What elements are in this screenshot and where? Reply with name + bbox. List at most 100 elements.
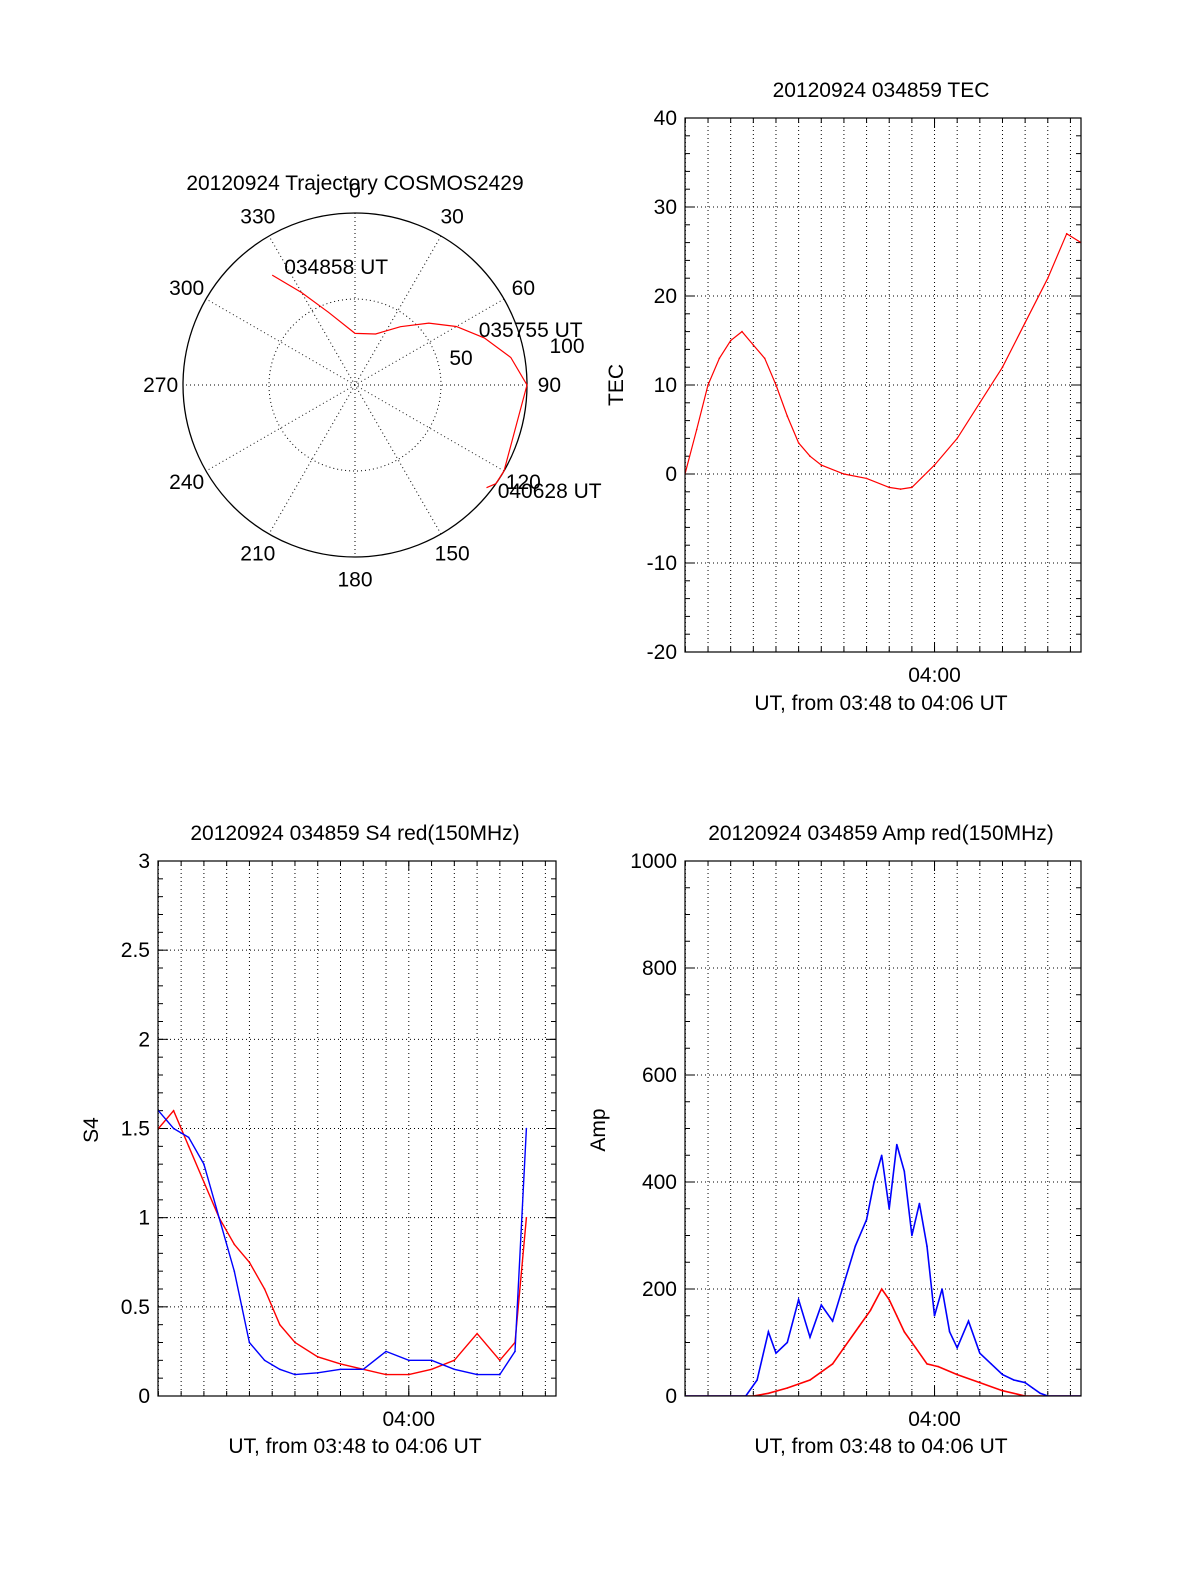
y-tick-label: 10 bbox=[654, 374, 677, 397]
data-point bbox=[820, 1304, 823, 1306]
data-point bbox=[786, 1387, 789, 1389]
data-point bbox=[990, 1363, 992, 1365]
data-point bbox=[525, 1216, 528, 1219]
data-point bbox=[899, 488, 902, 490]
polar-angle-label: 90 bbox=[538, 374, 561, 397]
polar-radius-label: 50 bbox=[449, 347, 472, 370]
data-point bbox=[869, 1309, 872, 1312]
data-point bbox=[865, 477, 868, 480]
data-point bbox=[233, 1243, 236, 1246]
polar-angle-label: 270 bbox=[143, 374, 178, 397]
y-tick-label: 40 bbox=[654, 107, 677, 130]
data-point bbox=[865, 1218, 868, 1221]
y-tick-label: 200 bbox=[642, 1278, 677, 1301]
data-point bbox=[873, 1181, 875, 1183]
data-point bbox=[767, 1331, 770, 1333]
data-point bbox=[187, 1136, 190, 1139]
data-point bbox=[430, 1359, 433, 1362]
data-point bbox=[203, 1181, 205, 1183]
data-point bbox=[911, 1234, 913, 1237]
y-tick-label: 3 bbox=[138, 850, 150, 873]
y-tick-label: 400 bbox=[642, 1171, 677, 1194]
data-point bbox=[888, 486, 890, 489]
data-point bbox=[903, 1170, 906, 1173]
data-point bbox=[707, 384, 709, 386]
data-point bbox=[294, 1341, 296, 1344]
data-point bbox=[203, 1163, 205, 1165]
polar-angle-label: 330 bbox=[240, 206, 275, 229]
tec-x-axis-label: UT, from 03:48 to 04:06 UT bbox=[754, 692, 1007, 715]
polar-angle-label: 240 bbox=[169, 471, 204, 494]
series-line bbox=[158, 1110, 528, 1376]
data-point bbox=[948, 1331, 951, 1333]
data-point bbox=[695, 428, 698, 431]
s4-x-axis-label: UT, from 03:48 to 04:06 UT bbox=[228, 1435, 481, 1458]
data-point bbox=[499, 1359, 501, 1362]
data-point bbox=[279, 1368, 281, 1371]
y-tick-label: 30 bbox=[654, 196, 677, 219]
tec-chart-title: 20120924 034859 TEC bbox=[773, 79, 990, 102]
data-point bbox=[476, 1332, 478, 1335]
polar-radius-label: 100 bbox=[549, 335, 584, 358]
data-point bbox=[172, 1127, 175, 1130]
polar-angle-label: 210 bbox=[240, 542, 275, 565]
data-point bbox=[763, 357, 766, 360]
data-point bbox=[1001, 1373, 1004, 1376]
data-point bbox=[316, 1372, 319, 1374]
data-point bbox=[809, 1379, 811, 1381]
series-group bbox=[685, 232, 1081, 490]
plot-frame bbox=[157, 860, 557, 1397]
s4-y-axis-label: S4 bbox=[80, 1117, 103, 1143]
data-point bbox=[339, 1363, 342, 1365]
data-point bbox=[820, 464, 823, 466]
data-point bbox=[775, 1352, 777, 1354]
data-point bbox=[979, 1352, 981, 1354]
trajectory-polar-chart: 20120924 Trajectory COSMOS2429 0 30 60 90 12… bbox=[143, 172, 602, 591]
y-tick-label: -20 bbox=[647, 641, 677, 664]
data-point bbox=[880, 1288, 883, 1290]
data-point bbox=[430, 1368, 433, 1371]
data-point bbox=[263, 1288, 266, 1290]
polar-grid-circle bbox=[268, 298, 442, 472]
plot-frame bbox=[684, 117, 1082, 653]
polar-annotation: 040628 UT bbox=[498, 480, 602, 503]
data-point bbox=[339, 1368, 342, 1371]
data-point bbox=[767, 1392, 770, 1395]
amp-y-axis-label: Amp bbox=[587, 1108, 610, 1151]
data-point bbox=[831, 1320, 834, 1322]
data-point bbox=[741, 330, 743, 333]
data-point bbox=[172, 1109, 175, 1112]
data-point bbox=[499, 1373, 501, 1376]
data-point bbox=[752, 344, 755, 346]
data-point bbox=[809, 455, 811, 458]
s4-chart: 20120924 034859 S4 red(150MHz) S4 UT, fr… bbox=[80, 822, 557, 1458]
y-tick-label: 2 bbox=[138, 1028, 150, 1051]
data-point bbox=[453, 1368, 456, 1371]
data-point bbox=[797, 442, 800, 444]
data-point bbox=[888, 1208, 890, 1210]
data-point bbox=[525, 1127, 528, 1130]
data-point bbox=[362, 1368, 365, 1371]
data-point bbox=[809, 1336, 811, 1338]
series-group bbox=[158, 1109, 528, 1376]
data-point bbox=[1065, 232, 1068, 235]
data-point bbox=[941, 1288, 943, 1290]
data-point bbox=[294, 1373, 296, 1376]
s4-chart-title: 20120924 034859 S4 red(150MHz) bbox=[190, 822, 519, 845]
data-point bbox=[1047, 277, 1049, 280]
data-point bbox=[1001, 1389, 1004, 1392]
data-point bbox=[896, 1143, 898, 1146]
data-point bbox=[408, 1373, 410, 1376]
series-group bbox=[685, 1143, 1081, 1396]
y-tick-label: 1.5 bbox=[121, 1118, 150, 1141]
amp-chart-title: 20120924 034859 Amp red(150MHz) bbox=[708, 822, 1054, 845]
polar-angle-label: 0 bbox=[349, 180, 361, 203]
data-point bbox=[914, 1347, 917, 1349]
polar-angle-label: 150 bbox=[435, 542, 470, 565]
data-point bbox=[248, 1341, 251, 1344]
data-point bbox=[514, 1350, 516, 1353]
data-point bbox=[854, 1245, 857, 1247]
data-point bbox=[263, 1359, 266, 1362]
data-point bbox=[831, 1363, 834, 1365]
